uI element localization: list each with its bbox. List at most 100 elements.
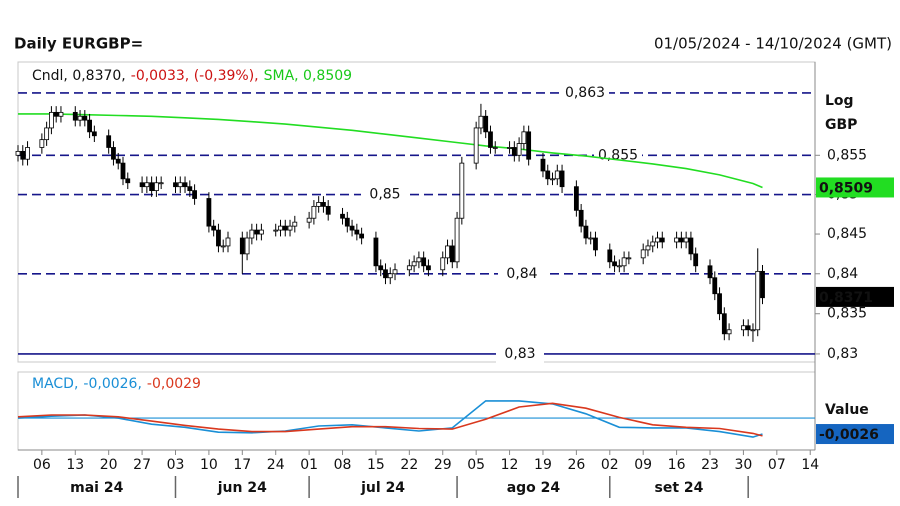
- candle-body: [674, 237, 679, 243]
- date-range: 01/05/2024 - 14/10/2024 (GMT): [654, 35, 892, 53]
- x-tick-label: 13: [66, 457, 84, 473]
- candle-body: [545, 170, 551, 180]
- candle-body: [760, 270, 765, 299]
- price-box: [816, 286, 894, 307]
- x-tick-label: 24: [267, 457, 285, 473]
- macd-legend: MACD, -0,0026, -0,0029: [32, 376, 201, 392]
- y-tick-label: 0,855: [827, 147, 867, 163]
- x-tick-label: 12: [501, 457, 519, 473]
- candle-body: [526, 131, 532, 160]
- candle-body: [220, 245, 226, 248]
- macd-value-box: [816, 424, 894, 445]
- y-tick-label: 0,84: [827, 266, 858, 282]
- candle-body: [745, 325, 751, 331]
- candle-body: [616, 265, 622, 268]
- candle-body: [683, 237, 689, 243]
- y-tick-label: 0,83: [827, 346, 858, 362]
- month-label: jul 24: [360, 480, 405, 496]
- x-tick-label: 08: [334, 457, 352, 473]
- candle-body: [359, 233, 365, 239]
- candle-body: [206, 198, 212, 227]
- level-label-bg: [496, 344, 544, 363]
- candle-body: [111, 147, 116, 160]
- candle-body: [321, 202, 326, 207]
- candle-body: [421, 257, 427, 267]
- candle-body: [659, 237, 665, 243]
- candle-body: [39, 139, 45, 148]
- level-label: 0,84: [506, 266, 537, 282]
- x-tick-label: 07: [768, 457, 786, 473]
- x-tick-label: 02: [601, 457, 619, 473]
- candle-body: [655, 237, 660, 243]
- candle-body: [306, 217, 312, 223]
- candle-body: [583, 225, 589, 239]
- candle-body: [593, 237, 598, 251]
- level-label-bg: [561, 83, 609, 102]
- x-tick-label: 05: [467, 457, 485, 473]
- candle-body: [621, 257, 627, 267]
- candle-body: [187, 186, 193, 192]
- candle-body: [254, 229, 260, 235]
- candle-body: [712, 277, 718, 295]
- price-box-label: 0,8371: [819, 290, 873, 306]
- candle-body: [173, 182, 178, 188]
- candle-body: [349, 225, 355, 231]
- x-tick-label: 26: [567, 457, 585, 473]
- candle-body: [640, 249, 646, 259]
- candle-body: [411, 261, 417, 267]
- price-box-label: 0,8509: [819, 180, 873, 196]
- candle-body: [717, 293, 722, 315]
- x-tick-label: 03: [167, 457, 185, 473]
- x-tick-label: 22: [400, 457, 418, 473]
- candle-body: [406, 265, 412, 271]
- candle-body: [521, 131, 527, 144]
- candle-body: [426, 265, 431, 271]
- candle-body: [344, 217, 350, 227]
- candle-body: [550, 178, 555, 181]
- candle-body: [244, 237, 250, 255]
- candle-body: [650, 241, 656, 247]
- candle-body: [15, 150, 21, 156]
- candle-body: [478, 115, 484, 129]
- x-tick-label: 06: [33, 457, 51, 473]
- level-label: 0,85: [369, 187, 400, 203]
- y-tick-label: 0,835: [827, 306, 867, 322]
- candle-body: [573, 186, 579, 211]
- candle-body: [383, 269, 388, 279]
- candle-body: [612, 261, 617, 267]
- x-tick-label: 16: [668, 457, 686, 473]
- candle-body: [445, 245, 450, 259]
- candle-body: [287, 225, 293, 231]
- candle-body: [139, 182, 145, 188]
- month-label: mai 24: [70, 480, 123, 496]
- legend-item: Cndl, 0,8370,: [32, 68, 126, 84]
- candle-body: [120, 162, 126, 180]
- candle-body: [115, 158, 121, 164]
- candle-body: [91, 131, 97, 137]
- candle-body: [373, 237, 379, 267]
- candle-body: [44, 127, 50, 141]
- candle-body: [726, 329, 732, 335]
- candle-body: [20, 150, 26, 160]
- price-box: [816, 177, 894, 198]
- candle-body: [688, 237, 694, 255]
- candle-body: [554, 170, 560, 180]
- candle-body: [225, 237, 231, 247]
- legend-item: -0,0033, (-0,39%),: [131, 68, 259, 84]
- level-label-bg: [361, 185, 409, 204]
- candle-body: [559, 170, 565, 188]
- candle-body: [58, 111, 64, 117]
- candle-body: [177, 182, 183, 188]
- candle-body: [488, 131, 493, 148]
- candle-body: [492, 147, 498, 149]
- candle-body: [249, 229, 255, 239]
- chart-title: Daily EURGBP=: [14, 35, 143, 53]
- candle-body: [325, 205, 331, 215]
- candle-body: [459, 162, 465, 219]
- x-tick-label: 17: [233, 457, 251, 473]
- candle-body: [440, 257, 446, 271]
- candle-body: [82, 115, 88, 121]
- legend-item: SMA, 0,8509: [264, 68, 352, 84]
- candle-body: [258, 229, 264, 235]
